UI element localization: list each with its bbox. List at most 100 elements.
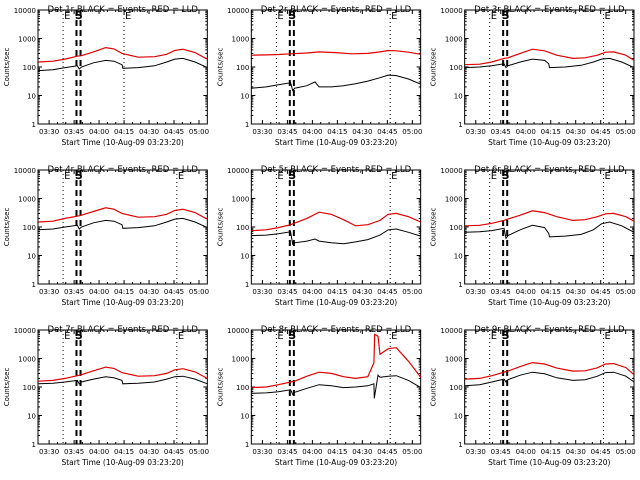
- y-tick-label: 10000: [227, 167, 249, 175]
- eclipse-marker-label: E: [178, 331, 184, 342]
- eclipse-marker-label: E: [277, 11, 283, 22]
- x-tick-label: 03:45: [491, 288, 511, 296]
- x-tick-label: 03:45: [64, 128, 84, 136]
- y-tick-label: 100: [449, 384, 462, 392]
- x-tick-label: 04:45: [164, 128, 184, 136]
- y-tick-label: 1000: [232, 36, 250, 44]
- y-tick-label: 10: [454, 413, 463, 421]
- y-axis-label: Counts/sec: [216, 48, 224, 87]
- y-tick-label: 100: [236, 384, 249, 392]
- eclipse-marker-label: E: [64, 11, 70, 22]
- y-tick-label: 1: [458, 281, 462, 289]
- y-tick-label: 1: [458, 441, 462, 449]
- chart-panel-9: 1 10 100 1000 10000 03:30 03:45 04:00 04:15 04:30…: [430, 325, 636, 467]
- x-tick-label: 04:45: [377, 128, 397, 136]
- x-tick-label: 04:00: [302, 288, 322, 296]
- events-series-line: [464, 221, 635, 240]
- chart-title: Det 2r BLACK = Events, RED = LLD: [261, 5, 412, 15]
- events-series-line: [464, 57, 635, 69]
- y-tick-label: 1000: [18, 356, 36, 364]
- lld-series-line: [251, 333, 422, 389]
- x-tick-label: 03:45: [277, 288, 297, 296]
- y-tick-label: 1000: [445, 356, 463, 364]
- y-tick-label: 10000: [14, 327, 36, 335]
- chart-panel-1: 1 10 100 1000 10000 03:30 03:45 04:00 04:15 04:30…: [3, 5, 209, 147]
- eclipse-marker-label: E: [491, 11, 497, 22]
- events-series-line: [38, 375, 208, 385]
- saa-marker-label: S: [75, 9, 83, 22]
- x-tick-label: 03:30: [252, 448, 272, 456]
- x-tick-label: 04:15: [327, 128, 347, 136]
- y-tick-label: 100: [449, 64, 462, 72]
- lld-series-line: [251, 49, 421, 56]
- y-tick-label: 1: [32, 441, 36, 449]
- x-tick-label: 03:30: [466, 288, 486, 296]
- y-tick-label: 1000: [232, 196, 250, 204]
- x-tick-label: 03:30: [39, 128, 59, 136]
- chart-panel-5: 1 10 100 1000 10000 03:30 03:45 04:00 04:15 04:30…: [216, 165, 422, 307]
- y-tick-label: 1000: [445, 36, 463, 44]
- x-tick-label: 04:30: [352, 288, 372, 296]
- x-tick-label: 04:15: [541, 128, 561, 136]
- x-axis-label: Start Time (10-Aug-09 03:23:20): [61, 458, 183, 467]
- x-axis-label: Start Time (10-Aug-09 03:23:20): [488, 458, 610, 467]
- y-tick-label: 1000: [18, 196, 36, 204]
- chart-title: Det 6r BLACK = Events, RED = LLD: [474, 165, 625, 175]
- y-axis-label: Counts/sec: [216, 208, 224, 247]
- chart-title: Det 7r BLACK = Events, RED = LLD: [47, 325, 198, 335]
- x-tick-label: 05:00: [616, 288, 636, 296]
- saa-marker-label: S: [75, 169, 83, 182]
- eclipse-marker-label: E: [391, 171, 397, 182]
- eclipse-marker-label: E: [605, 11, 611, 22]
- eclipse-marker-label: E: [64, 331, 70, 342]
- x-tick-label: 05:00: [189, 448, 209, 456]
- x-tick-label: 04:00: [516, 448, 536, 456]
- lld-series-line: [464, 361, 635, 380]
- eclipse-marker-label: E: [277, 171, 283, 182]
- x-tick-label: 04:30: [566, 448, 586, 456]
- x-tick-label: 04:30: [352, 448, 372, 456]
- saa-marker-label: S: [75, 329, 83, 342]
- events-series-line: [38, 57, 208, 72]
- x-tick-label: 04:00: [516, 128, 536, 136]
- x-axis-label: Start Time (10-Aug-09 03:23:20): [275, 458, 397, 467]
- y-tick-label: 100: [236, 224, 249, 232]
- y-tick-label: 1000: [445, 196, 463, 204]
- eclipse-marker-label: E: [491, 171, 497, 182]
- x-tick-label: 03:30: [252, 128, 272, 136]
- chart-panel-8: 1 10 100 1000 10000 03:30 03:45 04:00 04:15 04:30…: [216, 325, 422, 467]
- x-axis-label: Start Time (10-Aug-09 03:23:20): [275, 138, 397, 147]
- y-tick-label: 10000: [14, 7, 36, 15]
- y-tick-label: 10: [27, 93, 36, 101]
- events-series-line: [251, 374, 421, 399]
- y-tick-label: 10: [27, 253, 36, 261]
- x-tick-label: 03:30: [252, 288, 272, 296]
- y-tick-label: 10: [27, 413, 36, 421]
- y-tick-label: 1: [458, 121, 462, 129]
- saa-marker-label: S: [502, 329, 510, 342]
- x-axis-label: Start Time (10-Aug-09 03:23:20): [488, 298, 610, 307]
- y-tick-label: 1: [245, 281, 249, 289]
- y-tick-label: 100: [23, 64, 36, 72]
- y-tick-label: 10: [240, 93, 249, 101]
- x-tick-label: 04:15: [114, 288, 134, 296]
- chart-panel-2: 1 10 100 1000 10000 03:30 03:45 04:00 04:15 04:30…: [216, 5, 422, 147]
- y-tick-label: 10: [454, 93, 463, 101]
- saa-marker-label: S: [502, 169, 510, 182]
- events-series-line: [38, 217, 208, 231]
- x-tick-label: 03:45: [277, 448, 297, 456]
- x-axis-label: Start Time (10-Aug-09 03:23:20): [488, 138, 610, 147]
- x-tick-label: 04:45: [591, 128, 611, 136]
- chart-panel-4: 1 10 100 1000 10000 03:30 03:45 04:00 04:15 04:30…: [3, 165, 209, 307]
- y-axis-label: Counts/sec: [3, 368, 11, 407]
- y-tick-label: 10000: [14, 167, 36, 175]
- y-tick-label: 10000: [440, 7, 462, 15]
- x-tick-label: 03:45: [277, 128, 297, 136]
- y-tick-label: 1: [32, 281, 36, 289]
- x-tick-label: 04:45: [377, 288, 397, 296]
- x-tick-label: 04:45: [591, 448, 611, 456]
- eclipse-marker-label: E: [391, 11, 397, 22]
- eclipse-marker-label: E: [605, 171, 611, 182]
- x-tick-label: 05:00: [402, 448, 422, 456]
